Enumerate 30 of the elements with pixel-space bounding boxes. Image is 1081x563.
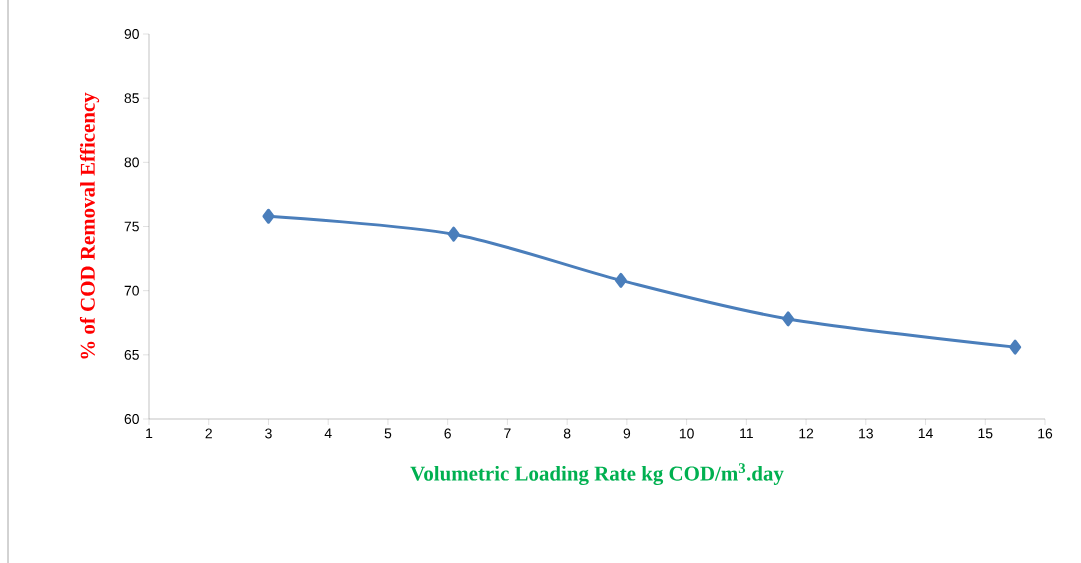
x-tick-label: 8 — [563, 428, 571, 439]
point — [447, 226, 460, 242]
x-tick-label: 1 — [146, 428, 153, 439]
y-tick-label: 80 — [124, 157, 139, 168]
y-tick-label: 65 — [124, 349, 139, 360]
x-tick-label: 9 — [623, 428, 631, 439]
y-tick-label: 60 — [124, 414, 139, 424]
y-axis-title: % of COD Removal Efficency — [79, 92, 100, 359]
point — [262, 208, 275, 224]
x-tick-label: 10 — [679, 428, 694, 439]
y-tick-label: 90 — [124, 29, 139, 39]
x-tick-label: 4 — [324, 428, 332, 439]
y-tick-label: 85 — [124, 93, 139, 104]
x-tick-label: 13 — [859, 428, 873, 439]
x-tick-label: 7 — [504, 428, 511, 439]
point — [1009, 339, 1022, 355]
x-tick-label: 2 — [205, 428, 212, 439]
point — [782, 311, 795, 327]
x-tick-label: 15 — [978, 428, 993, 439]
x-tick-label: 12 — [799, 428, 814, 439]
y-tick-label: 70 — [124, 285, 139, 296]
x-tick-label: 16 — [1038, 428, 1053, 439]
point — [614, 272, 627, 288]
x-tick-label: 3 — [265, 428, 272, 439]
x-tick-label: 6 — [444, 428, 451, 439]
x-tick-label: 11 — [740, 428, 753, 439]
y-tick-label: 75 — [124, 221, 139, 232]
x-tick-label: 14 — [918, 428, 933, 439]
x-tick-label: 5 — [384, 428, 392, 439]
x-axis-title: Volumetric Loading Rate kg COD/m$^{3}$.day — [410, 463, 784, 486]
